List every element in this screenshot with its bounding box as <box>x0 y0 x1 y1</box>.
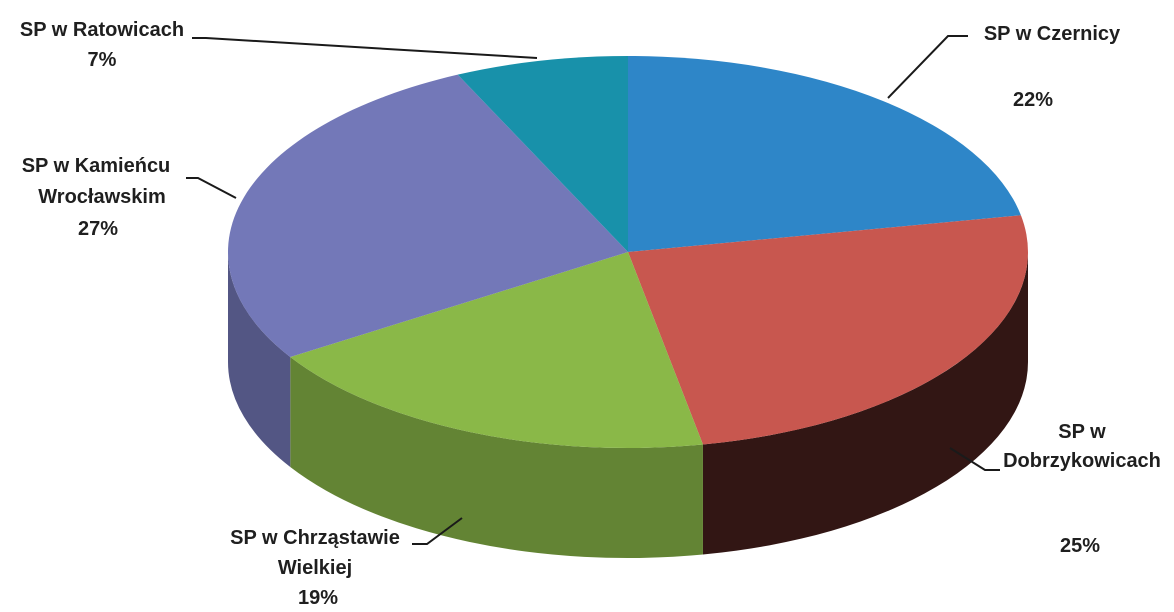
slice-percent-sp-w-czernicy: 22% <box>1013 89 1053 111</box>
slice-label-sp-w-kamiencu-wroc-awskim-line1: SP w Kamieńcu <box>22 155 171 177</box>
slice-label-sp-w-czernicy: SP w Czernicy <box>984 23 1121 45</box>
slice-label-sp-w-dobrzykowicach-line2: Dobrzykowicach <box>1003 450 1161 472</box>
leader-line-sp-w-kamiencu-wroc-awskim <box>186 177 237 199</box>
slice-percent-sp-w-ratowicach: 7% <box>88 49 117 71</box>
slice-percent-sp-w-chrzastawie-wielkiej: 19% <box>298 587 338 609</box>
pie-side-sp-w-kamiencu-wroc-awskim <box>228 252 291 468</box>
pie-side-sp-w-dobrzykowicach <box>702 252 1028 555</box>
slice-label-sp-w-dobrzykowicach-line1: SP w <box>1058 421 1106 443</box>
slice-label-sp-w-chrzastawie-wielkiej-line2: Wielkiej <box>278 557 352 579</box>
pie-sides <box>228 252 1028 558</box>
leader-line-sp-w-dobrzykowicach <box>949 447 1000 471</box>
leader-line-sp-w-chrzastawie-wielkiej <box>412 517 463 545</box>
pie-slice-sp-w-ratowicach <box>457 56 628 252</box>
pie-slices <box>228 56 1028 448</box>
pie-side-sp-w-chrzastawie-wielkiej <box>290 357 703 558</box>
slice-label-sp-w-chrzastawie-wielkiej-line1: SP w Chrząstawie <box>230 527 400 549</box>
pie-slice-sp-w-kamiencu-wroc-awskim <box>228 74 629 358</box>
pie-slice-sp-w-czernicy <box>628 56 1021 252</box>
pie-slice-sp-w-dobrzykowicach <box>628 215 1028 445</box>
slice-label-sp-w-kamiencu-wroc-awskim-line2: Wrocławskim <box>38 186 165 208</box>
pie-labels: SP w Czernicy 22% SP w Dobrzykowicach 25% SP … <box>20 19 1161 609</box>
leader-line-sp-w-czernicy <box>887 35 968 99</box>
leader-line-sp-w-ratowicach <box>192 37 538 59</box>
slice-percent-sp-w-kamiencu-wroc-awskim: 27% <box>78 218 118 240</box>
slice-percent-sp-w-dobrzykowicach: 25% <box>1060 535 1100 557</box>
slice-label-sp-w-ratowicach: SP w Ratowicach <box>20 19 184 41</box>
pie-slice-sp-w-chrzastawie-wielkiej <box>290 252 703 448</box>
